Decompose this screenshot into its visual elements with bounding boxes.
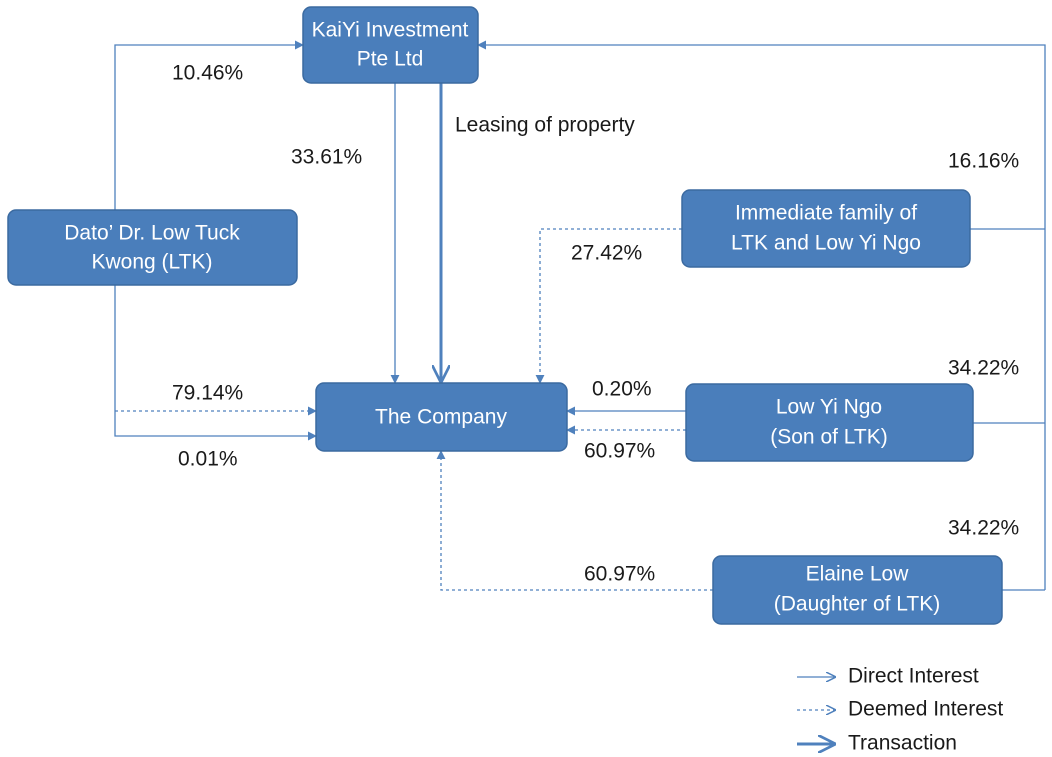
node-label: (Daughter of LTK) [774, 593, 941, 616]
edge-labels: 10.46% 79.14% 0.01% 33.61% Leasing of pr… [172, 62, 1019, 586]
node-labels: KaiYi Investment Pte Ltd Dato’ Dr. Low T… [64, 19, 940, 616]
edge-label: 34.22% [948, 357, 1019, 380]
edge-label: 16.16% [948, 150, 1019, 173]
edge-label: 79.14% [172, 382, 243, 405]
edge-label: 34.22% [948, 517, 1019, 540]
legend-label: Deemed Interest [848, 698, 1003, 721]
edge-label: 0.20% [592, 378, 652, 401]
edge-label: 33.61% [291, 146, 362, 169]
node-box [315, 382, 568, 452]
edge-label: Leasing of property [455, 114, 635, 137]
node-label: Immediate family of [735, 202, 917, 225]
node-label: Kwong (LTK) [92, 251, 213, 274]
legend-label: Direct Interest [848, 665, 979, 688]
node-label: The Company [375, 406, 507, 429]
node-label: LTK and Low Yi Ngo [731, 232, 921, 255]
connectors [114, 40, 1046, 591]
node-box [681, 189, 971, 268]
edge [114, 40, 304, 210]
node-box [302, 6, 479, 84]
legend: Direct Interest Deemed Interest Transact… [797, 665, 1003, 755]
edge-label: 27.42% [571, 242, 642, 265]
node-label: Elaine Low [806, 563, 910, 586]
node-label: KaiYi Investment [312, 19, 469, 42]
node-box [7, 209, 298, 286]
edge-label: 0.01% [178, 448, 238, 471]
legend-label: Transaction [848, 732, 957, 755]
edge [114, 285, 317, 441]
edge-label: 10.46% [172, 62, 243, 85]
edge [477, 40, 1046, 590]
node-label: Dato’ Dr. Low Tuck [64, 222, 240, 245]
edge [436, 450, 713, 591]
node-label: Low Yi Ngo [776, 396, 882, 419]
boxes [7, 6, 1003, 625]
node-label: Pte Ltd [357, 48, 424, 71]
node-box [685, 383, 974, 462]
node-label: (Son of LTK) [770, 426, 888, 449]
edge-label: 60.97% [584, 563, 655, 586]
node-box [712, 555, 1003, 625]
edge-label: 60.97% [584, 440, 655, 463]
